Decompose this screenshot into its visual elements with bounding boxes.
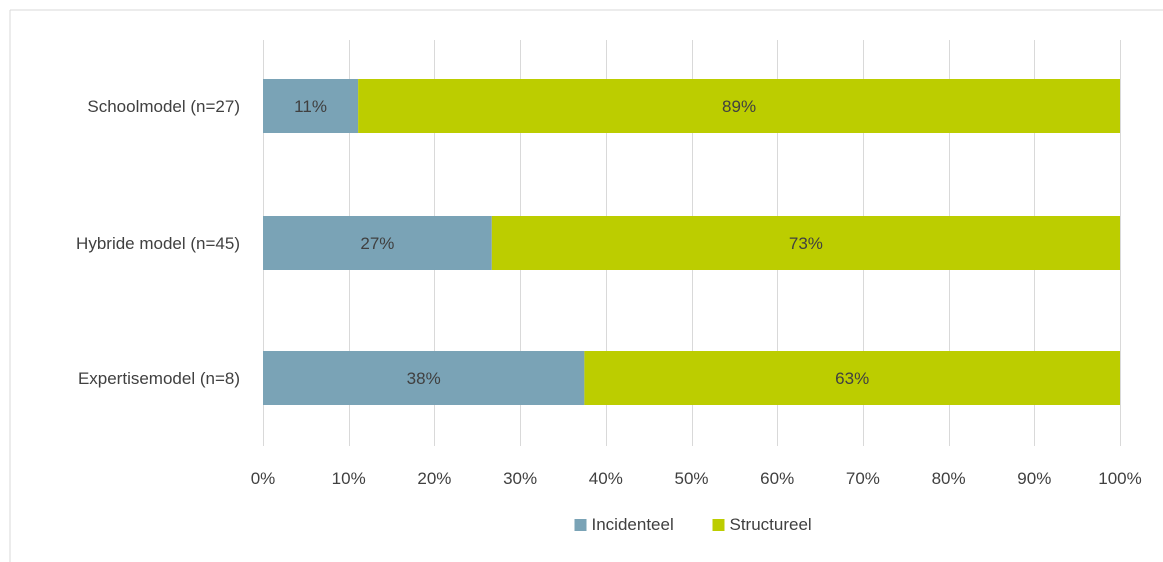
x-tick-label: 10% [332,469,366,488]
x-axis-ticks: 0% 10% 20% 30% 40% 50% 60% 70% 80% 90% 100% [251,469,1142,488]
x-tick-label: 50% [674,469,708,488]
category-label: Hybride model (n=45) [76,234,240,253]
x-tick-label: 100% [1098,469,1141,488]
data-label: 27% [360,234,394,253]
category-label: Schoolmodel (n=27) [87,97,240,116]
data-label: 89% [722,97,756,116]
bar-segment-incidenteel [263,351,585,405]
x-tick-label: 30% [503,469,537,488]
data-label: 73% [789,234,823,253]
bars: 11% 89% 27% 73% 38% 63% [263,79,1121,405]
category-labels: Schoolmodel (n=27) Hybride model (n=45) Ex… [76,97,240,388]
x-tick-label: 40% [589,469,623,488]
legend-swatch-structureel [712,519,725,531]
bar-segment-structureel [491,216,1121,270]
x-tick-label: 80% [932,469,966,488]
x-tick-label: 70% [846,469,880,488]
x-tick-label: 90% [1017,469,1051,488]
legend-label-incidenteel: Incidenteel [592,515,674,534]
legend-swatch-incidenteel [574,519,587,531]
data-label: 38% [407,369,441,388]
x-tick-label: 60% [760,469,794,488]
legend-label-structureel: Structureel [730,515,812,534]
category-label: Expertisemodel (n=8) [78,369,240,388]
legend: Incidenteel Structureel [574,515,812,534]
data-label: 63% [835,369,869,388]
chart-frame [9,9,1163,562]
data-label: 11% [294,97,327,116]
x-tick-label: 0% [251,469,276,488]
bar-segment-incidenteel [263,216,492,270]
bar-segment-structureel [584,351,1120,405]
x-tick-label: 20% [417,469,451,488]
bar-segment-incidenteel [263,79,359,133]
bar-segment-structureel [358,79,1120,133]
